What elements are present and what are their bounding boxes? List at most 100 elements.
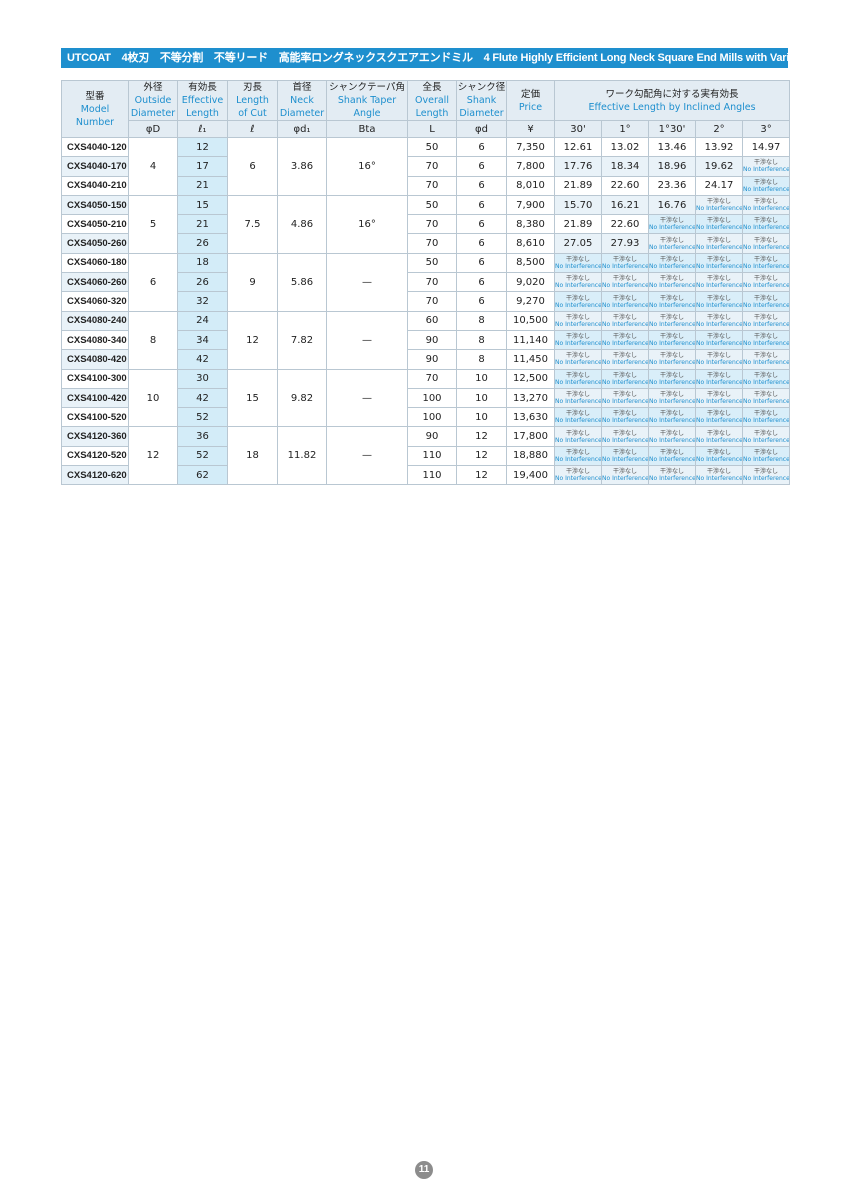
inclined-length: 13.02 [601, 136, 649, 158]
no-interference-jp: 干渉なし [706, 333, 731, 341]
no-interference-en: No Interference [743, 436, 790, 444]
table-row: CXS4080-240 8 24 12 7.82—60 8 10,500 干渉なし No Int… [61, 310, 791, 370]
effective-length: 30 [177, 368, 228, 389]
no-interference-jp: 干渉なし [659, 275, 684, 283]
shank-diameter: 12 [456, 465, 507, 486]
length-of-cut: 6 [227, 137, 278, 196]
no-interference: 干渉なし No Interference [695, 291, 743, 312]
price: 7,900 [506, 194, 555, 216]
no-interference-en: No Interference [555, 436, 602, 444]
inclined-length: 15.70 [554, 194, 602, 216]
no-interference: 干渉なし No Interference [648, 426, 696, 447]
shank-taper-angle: — [326, 310, 408, 370]
outside-diameter: 6 [128, 252, 178, 312]
no-interference-en: No Interference [743, 205, 790, 213]
inclined-length: 14.97 [741, 136, 791, 158]
price: 7,800 [506, 156, 555, 177]
shank-diameter: 6 [456, 156, 507, 177]
header-jp: 外径 [143, 82, 163, 93]
table-row: CXS4050-260 26 70 6 8,610 27.05 27.93 干渉なし No In… [61, 233, 791, 254]
no-interference-jp: 干渉なし [565, 391, 590, 398]
effective-length: 21 [177, 214, 228, 235]
no-interference-en: No Interference [696, 301, 743, 309]
effective-length: 36 [177, 426, 228, 447]
no-interference-en: No Interference [743, 224, 790, 232]
no-interference: 干渉なし No Interference [601, 426, 649, 447]
no-interference-jp: 干渉なし [754, 275, 779, 283]
model-cell: CXS4120-360 [61, 426, 129, 447]
effective-length: 21 [177, 175, 228, 196]
no-interference-en: No Interference [649, 436, 696, 444]
column-symbol: φd₁ [277, 120, 327, 138]
no-interference: 干渉なし No Interference [695, 426, 743, 447]
table-row: CXS4060-260 26 70 6 9,020 干渉なし No Interference… [61, 272, 791, 293]
no-interference: 干渉なし No Interference [695, 194, 743, 216]
column-symbol: φd [456, 120, 507, 138]
no-interference-jp: 干渉なし [659, 391, 684, 398]
angle-label: 2° [695, 120, 743, 138]
column-header: 有効長 Effective Length [177, 80, 228, 121]
no-interference-en: No Interference [743, 282, 790, 290]
angle-label: 1°30' [648, 120, 696, 138]
table-row: CXS4080-340 34 90 8 11,140 干渉なし No Interferenc… [61, 329, 791, 351]
no-interference-en: No Interference [649, 243, 696, 251]
price: 9,020 [506, 272, 555, 293]
no-interference-en: No Interference [743, 455, 790, 463]
no-interference-en: No Interference [602, 417, 649, 425]
no-interference-jp: 干渉なし [706, 448, 731, 456]
no-interference-en: No Interference [602, 359, 649, 367]
no-interference-jp: 干渉なし [659, 313, 684, 321]
neck-diameter: 5.86 [277, 252, 327, 312]
header-jp: 型番 [85, 90, 105, 102]
model-cell: CXS4040-210 [61, 175, 129, 196]
shank-diameter: 6 [456, 214, 507, 235]
no-interference: 干渉なし No Interference [695, 233, 743, 254]
no-interference-en: No Interference [555, 340, 602, 348]
model-cell: CXS4060-180 [61, 252, 129, 274]
title-bar: UTCOAT 4枚刃 不等分割 不等リード 高能率ロングネックスクエアエンドミル… [61, 48, 788, 68]
price: 13,270 [506, 387, 555, 409]
header-en: Effective [181, 95, 224, 106]
no-interference-jp: 干渉なし [754, 236, 779, 244]
model-cell: CXS4060-260 [61, 272, 129, 293]
inclined-length: 16.76 [648, 194, 696, 216]
overall-length: 70 [407, 156, 457, 177]
no-interference-en: No Interference [602, 398, 649, 405]
no-interference-en: No Interference [602, 282, 649, 290]
no-interference-jp: 干渉なし [612, 429, 637, 437]
no-interference-jp: 干渉なし [659, 255, 684, 263]
column-header: 定価 Price [506, 80, 555, 121]
header-en: Diameter [459, 108, 504, 119]
header-en: Shank Taper [337, 95, 397, 106]
column-symbol: ℓ₁ [177, 120, 228, 138]
overall-length: 70 [407, 214, 457, 235]
header-en: Overall [415, 95, 449, 106]
no-interference-jp: 干渉なし [754, 294, 779, 302]
no-interference-jp: 干渉なし [754, 217, 779, 225]
no-interference-en: No Interference [649, 455, 696, 463]
no-interference: 干渉なし No Interference [741, 214, 791, 235]
price: 7,350 [506, 136, 555, 158]
header-en: Number [75, 116, 115, 128]
header-en: Outside [134, 95, 172, 106]
no-interference: 干渉なし No Interference [695, 368, 743, 389]
column-header: 外径 Outside Diameter [128, 80, 178, 121]
no-interference-en: No Interference [696, 398, 743, 405]
table-body: CXS4040-120 4 12 6 3.86 16° 50 6 7,350 12.61 13.02… [61, 136, 791, 486]
price: 8,010 [506, 175, 555, 196]
model-cell: CXS4080-340 [61, 329, 129, 351]
no-interference: 干渉なし No Interference [648, 272, 696, 293]
no-interference-en: No Interference [743, 262, 790, 270]
no-interference-en: No Interference [743, 320, 790, 328]
no-interference-jp: 干渉なし [706, 391, 731, 398]
no-interference: 干渉なし No Interference [601, 349, 649, 370]
no-interference-en: No Interference [696, 359, 743, 367]
overall-length: 50 [407, 252, 457, 274]
inclined-length: 13.46 [648, 136, 696, 158]
no-interference-jp: 干渉なし [754, 352, 779, 360]
no-interference: 干渉なし No Interference [741, 445, 791, 467]
no-interference: 干渉なし No Interference [601, 272, 649, 293]
header-en: Diameter [279, 108, 325, 119]
no-interference-jp: 干渉なし [659, 294, 684, 302]
